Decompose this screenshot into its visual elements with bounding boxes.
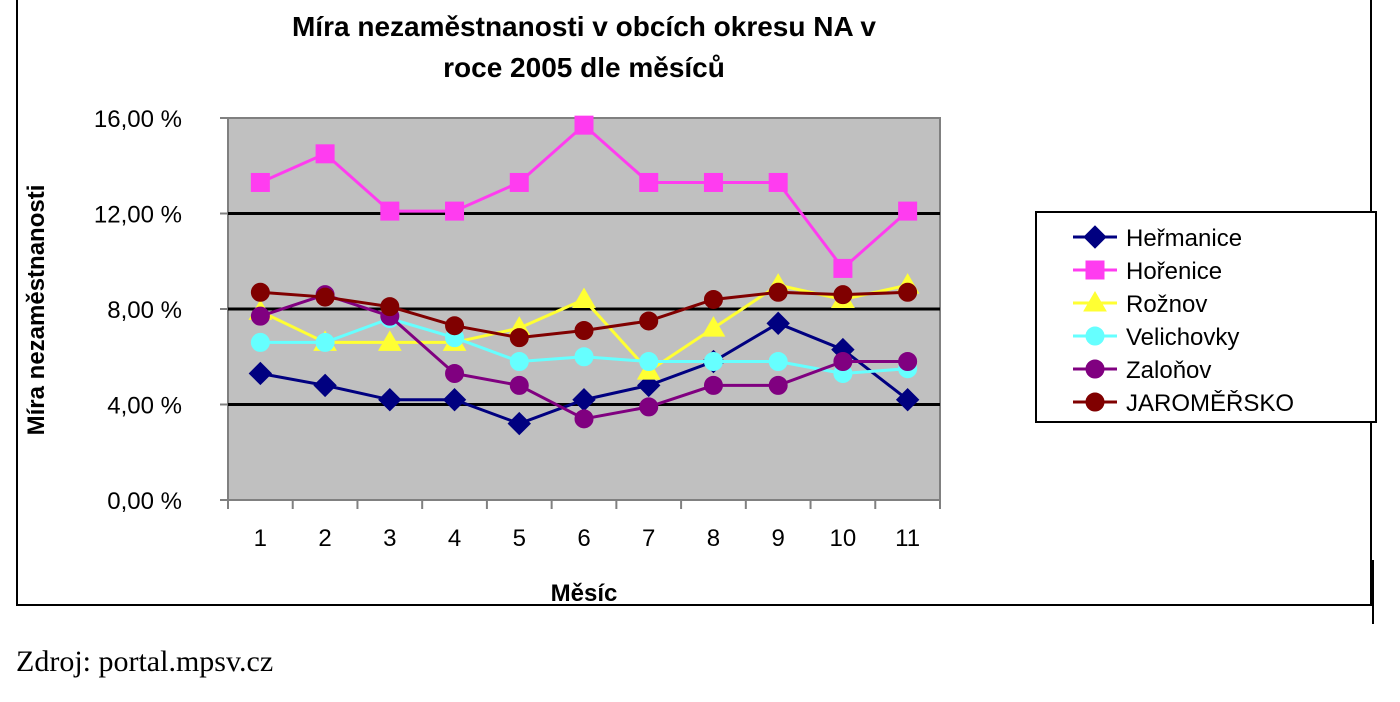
data-point (898, 352, 918, 372)
data-point (377, 330, 402, 351)
x-tick-label: 7 (642, 525, 655, 552)
data-point (380, 201, 400, 221)
frame-edge-mark (1372, 560, 1374, 624)
legend-marker (1083, 225, 1107, 249)
series-group (248, 115, 920, 436)
x-tick-label: 6 (577, 525, 590, 552)
data-point (315, 332, 335, 352)
chart-title-line-1: Míra nezaměstnanosti v obcích okresu NA … (292, 11, 876, 42)
legend-marker (1085, 392, 1105, 412)
legend: Heřmanice Hořenice Rožnov Velichovky Zaloňov… (1035, 211, 1377, 423)
legend-label: Hořenice (1126, 258, 1222, 285)
data-point (315, 144, 335, 164)
data-point (768, 352, 788, 372)
data-point (509, 352, 529, 372)
x-tick-label: 1 (254, 525, 267, 552)
data-point (639, 311, 659, 331)
data-point (248, 361, 273, 386)
y-tick-label: 16,00 % (94, 106, 182, 133)
data-point (703, 289, 723, 309)
legend-label: Zaloňov (1126, 357, 1211, 384)
data-point (766, 311, 790, 336)
x-axis-label: Měsíc (551, 580, 618, 607)
legend-label: Rožnov (1126, 291, 1207, 318)
legend-box (1035, 211, 1377, 423)
x-tick-label: 3 (383, 525, 396, 552)
y-tick-label: 12,00 % (94, 202, 182, 229)
x-tick-label: 8 (707, 525, 720, 552)
y-tick-label: 8,00 % (107, 297, 182, 324)
data-point (509, 328, 529, 348)
data-point (639, 397, 659, 417)
legend-marker (1085, 359, 1105, 379)
data-point (378, 388, 402, 412)
data-point (509, 172, 529, 192)
data-point (315, 287, 335, 307)
data-point (380, 297, 400, 317)
data-point (445, 363, 465, 383)
data-point (768, 172, 788, 192)
y-axis: 0,00 % 4,00 % 8,00 % 12,00 % 16,00 % (94, 106, 228, 515)
data-point (833, 285, 853, 305)
legend-label: JAROMĚŘSKO (1126, 390, 1294, 417)
data-point (703, 375, 723, 395)
source-note: Zdroj: portal.mpsv.cz (16, 645, 274, 678)
data-point (250, 306, 270, 326)
data-point (898, 201, 918, 221)
x-tick-label: 11 (895, 525, 920, 552)
x-tick-label: 9 (772, 525, 785, 552)
data-point (445, 201, 465, 221)
data-point (701, 316, 726, 337)
data-point (574, 320, 594, 340)
data-point (250, 282, 270, 302)
data-point (768, 375, 788, 395)
data-point (895, 388, 920, 412)
data-point (574, 409, 594, 429)
data-point (639, 172, 659, 192)
data-point (574, 115, 594, 135)
data-point (507, 411, 531, 436)
data-point (250, 172, 270, 192)
x-tick-label: 10 (830, 525, 857, 552)
data-point (250, 332, 270, 352)
legend-marker (1085, 326, 1105, 346)
series-1 (250, 115, 918, 278)
data-point (898, 282, 918, 302)
y-tick-label: 4,00 % (107, 393, 182, 420)
y-tick-label: 0,00 % (107, 488, 182, 515)
data-point (574, 347, 594, 367)
series-4 (250, 285, 918, 429)
chart-title-line-2: roce 2005 dle měsíců (443, 52, 725, 83)
legend-marker (1083, 291, 1107, 312)
data-point (509, 375, 529, 395)
data-point (442, 388, 467, 412)
data-point (833, 352, 853, 372)
x-tick-label: 4 (448, 525, 461, 552)
data-point (637, 373, 661, 398)
line-chart: Míra nezaměstnanosti v obcích okresu NA … (23, 11, 1377, 607)
legend-label: Velichovky (1126, 324, 1239, 351)
x-tick-label: 2 (318, 525, 331, 552)
data-point (639, 352, 659, 372)
data-point (572, 287, 596, 308)
x-axis: 1 2 3 4 5 6 7 8 9 10 11 (227, 500, 941, 552)
data-point (703, 172, 723, 192)
data-point (768, 282, 788, 302)
data-point (703, 352, 723, 372)
data-point (833, 258, 853, 278)
series-5 (250, 282, 918, 348)
x-tick-label: 5 (513, 525, 526, 552)
y-axis-label: Míra nezaměstnanosti (23, 185, 50, 436)
legend-marker (1085, 260, 1105, 280)
legend-label: Heřmanice (1126, 225, 1242, 252)
data-point (445, 316, 465, 336)
data-point (313, 373, 337, 398)
